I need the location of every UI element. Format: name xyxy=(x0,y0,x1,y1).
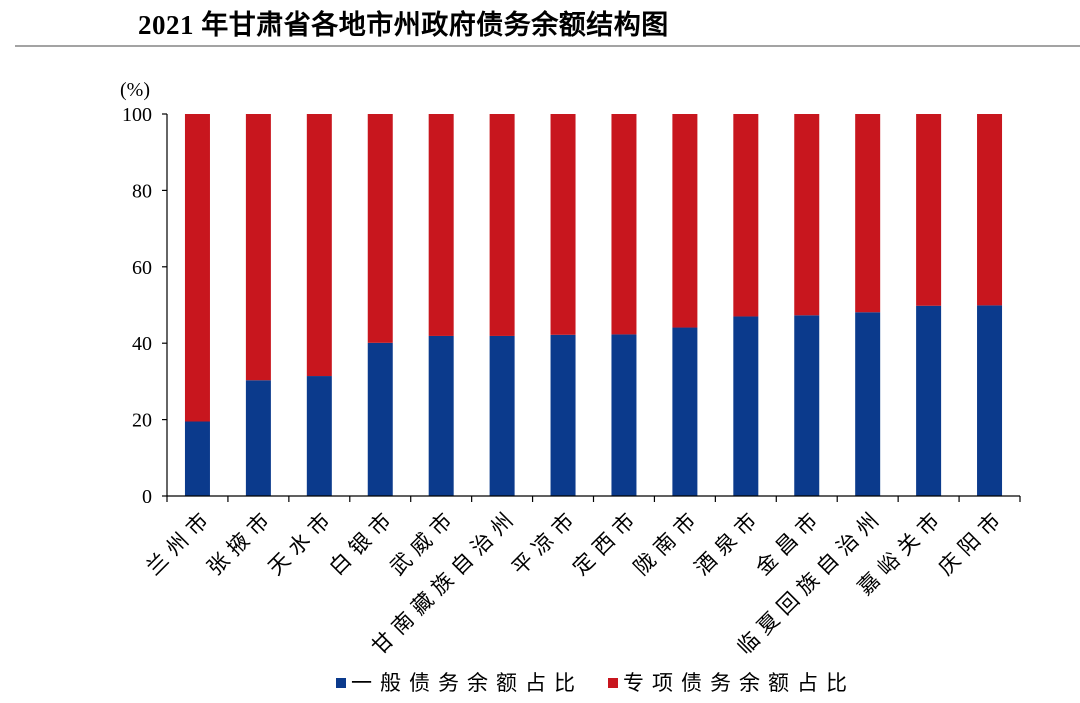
bar-special-debt-2 xyxy=(245,114,271,381)
y-tick-label: 20 xyxy=(132,410,152,432)
bar-general-debt-2 xyxy=(245,380,271,496)
y-tick-label: 40 xyxy=(132,333,152,355)
x-tick-label: 平凉市 xyxy=(507,504,583,580)
y-tick-label: 0 xyxy=(142,486,152,508)
bar-special-debt-7 xyxy=(550,114,576,335)
x-tick-label: 白银市 xyxy=(324,504,400,580)
x-tick-label: 兰州市 xyxy=(142,504,218,580)
bar-general-debt-1 xyxy=(184,421,210,496)
bar-special-debt-14 xyxy=(977,114,1003,306)
bar-special-debt-3 xyxy=(306,114,332,377)
legend-label-special-debt: 专项债务余额占比 xyxy=(623,671,855,695)
x-tick-label: 陇南市 xyxy=(629,504,705,580)
x-tick-label: 张掖市 xyxy=(203,504,279,580)
bar-general-debt-7 xyxy=(550,334,576,496)
bar-special-debt-4 xyxy=(367,114,393,343)
bar-special-debt-11 xyxy=(794,114,820,316)
bar-general-debt-5 xyxy=(428,335,454,496)
bar-general-debt-12 xyxy=(855,312,881,496)
legend-label-general-debt: 一般债务余额占比 xyxy=(351,671,583,695)
y-axis-unit-label: (%) xyxy=(120,79,150,101)
legend-item-general-debt: 一般债务余额占比 xyxy=(336,668,583,698)
bar-general-debt-6 xyxy=(489,335,515,496)
bar-special-debt-13 xyxy=(916,114,942,306)
x-tick-label: 酒泉市 xyxy=(690,504,766,580)
bar-special-debt-1 xyxy=(184,114,210,422)
y-tick-label: 100 xyxy=(122,104,152,126)
x-tick-label: 定西市 xyxy=(568,504,644,580)
bar-special-debt-10 xyxy=(733,114,759,317)
bar-general-debt-11 xyxy=(794,315,820,496)
x-tick-label: 天水市 xyxy=(263,504,339,580)
y-tick-label: 80 xyxy=(132,180,152,202)
bar-general-debt-3 xyxy=(306,376,332,496)
legend-item-special-debt: 专项债务余额占比 xyxy=(608,668,855,698)
bar-general-debt-9 xyxy=(672,327,698,496)
legend: 一般债务余额占比 专项债务余额占比 xyxy=(336,668,855,698)
bar-general-debt-10 xyxy=(733,316,759,496)
title-divider xyxy=(15,45,1080,47)
bar-general-debt-14 xyxy=(977,305,1003,496)
x-tick-label: 庆阳市 xyxy=(934,504,1010,580)
y-tick-label: 60 xyxy=(132,257,152,279)
bar-special-debt-12 xyxy=(855,114,881,313)
bars xyxy=(184,114,1003,496)
bar-general-debt-13 xyxy=(916,305,942,496)
bar-general-debt-4 xyxy=(367,342,393,496)
bar-special-debt-5 xyxy=(428,114,454,336)
legend-swatch-special-debt xyxy=(608,678,618,688)
bar-special-debt-9 xyxy=(672,114,698,328)
legend-swatch-general-debt xyxy=(336,678,346,688)
chart-title: 2021 年甘肃省各地市州政府债务余额结构图 xyxy=(138,10,669,40)
bar-special-debt-8 xyxy=(611,114,637,335)
bar-general-debt-8 xyxy=(611,334,637,496)
bar-special-debt-6 xyxy=(489,114,515,336)
